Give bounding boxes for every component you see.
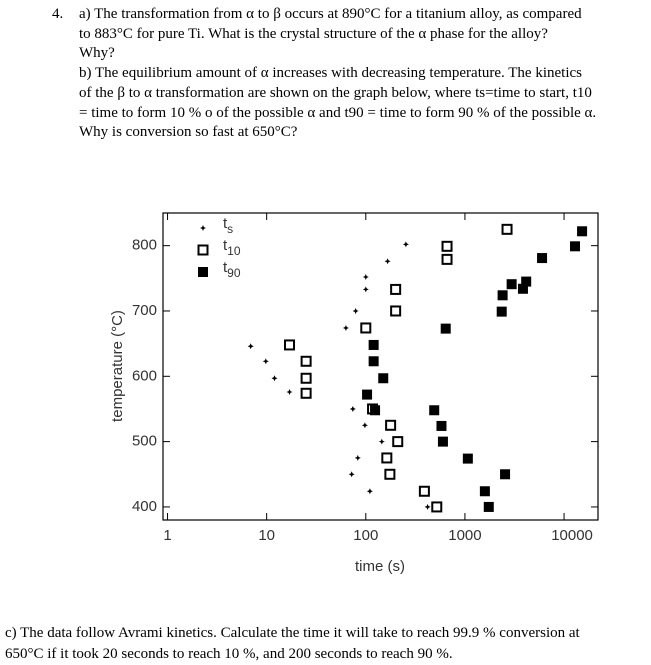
point xyxy=(362,286,369,293)
y-tick-label: 400 xyxy=(132,498,157,515)
legend-label: t90 xyxy=(223,259,241,280)
point xyxy=(384,468,396,480)
text-line: b) The equilibrium amount of α increases… xyxy=(79,65,582,82)
point xyxy=(385,419,397,431)
point xyxy=(570,241,581,252)
point xyxy=(496,306,507,317)
point xyxy=(348,471,355,478)
point xyxy=(271,375,278,382)
x-axis-label: time (s) xyxy=(355,558,405,575)
point xyxy=(262,358,269,365)
point xyxy=(501,223,513,235)
point xyxy=(424,503,431,510)
point xyxy=(479,486,490,497)
point xyxy=(378,373,389,384)
point xyxy=(360,322,372,334)
point xyxy=(436,420,447,431)
point xyxy=(517,283,528,294)
point xyxy=(437,436,448,447)
point xyxy=(431,501,443,513)
question-number: 4. xyxy=(52,6,64,22)
y-axis-label: temperature (°C) xyxy=(109,310,126,422)
point xyxy=(247,343,254,350)
text-line: 650°C if it took 20 seconds to reach 10 … xyxy=(5,646,453,662)
point xyxy=(390,305,402,317)
legend-marker xyxy=(200,225,206,231)
point xyxy=(483,501,494,512)
y-tick-label: 700 xyxy=(132,302,157,319)
x-tick-label: 1 xyxy=(163,527,171,544)
x-tick-label: 1000 xyxy=(448,527,481,544)
point xyxy=(368,356,379,367)
point xyxy=(349,406,356,412)
legend-label: t10 xyxy=(223,237,241,258)
point xyxy=(429,405,440,416)
point xyxy=(362,274,369,280)
legend-label: ts xyxy=(223,215,233,236)
plot-frame xyxy=(162,212,599,521)
point xyxy=(300,387,312,399)
point xyxy=(381,452,393,464)
point xyxy=(368,339,379,350)
point xyxy=(352,308,359,314)
point xyxy=(361,422,368,429)
text-line: a) The transformation from α to β occurs… xyxy=(79,6,582,22)
point xyxy=(390,283,402,295)
text-line: of the β to α transformation are shown o… xyxy=(79,84,592,101)
point xyxy=(362,389,373,400)
point xyxy=(537,253,548,264)
x-tick-label: 10000 xyxy=(551,527,593,544)
point xyxy=(378,438,385,445)
point xyxy=(286,389,293,395)
x-tick-label: 10 xyxy=(258,527,275,544)
point xyxy=(300,372,312,384)
point xyxy=(441,240,453,252)
point xyxy=(392,436,404,448)
point xyxy=(384,258,391,265)
point xyxy=(441,253,453,265)
point xyxy=(370,405,381,416)
text-line: Why is conversion so fast at 650°C? xyxy=(79,124,298,141)
point xyxy=(440,323,451,334)
legend-marker xyxy=(198,267,208,277)
point xyxy=(354,454,361,461)
text-line: c) The data follow Avrami kinetics. Calc… xyxy=(5,625,580,641)
point xyxy=(418,485,430,497)
point xyxy=(366,488,373,495)
point xyxy=(342,325,349,331)
text-line: Why? xyxy=(79,45,115,62)
point xyxy=(497,290,508,301)
x-tick-label: 100 xyxy=(353,527,378,544)
point xyxy=(402,241,409,248)
point xyxy=(500,469,511,480)
point xyxy=(506,279,517,290)
text-line: = time to form 10 % o of the possible α … xyxy=(79,104,597,121)
legend-marker xyxy=(197,244,209,256)
y-tick-label: 600 xyxy=(132,367,157,384)
point xyxy=(300,355,312,367)
point xyxy=(284,339,296,351)
point xyxy=(577,226,588,237)
y-tick-label: 800 xyxy=(132,237,157,254)
point xyxy=(462,453,473,464)
text-line: to 883°C for pure Ti. What is the crysta… xyxy=(79,25,548,42)
y-tick-label: 500 xyxy=(132,433,157,450)
